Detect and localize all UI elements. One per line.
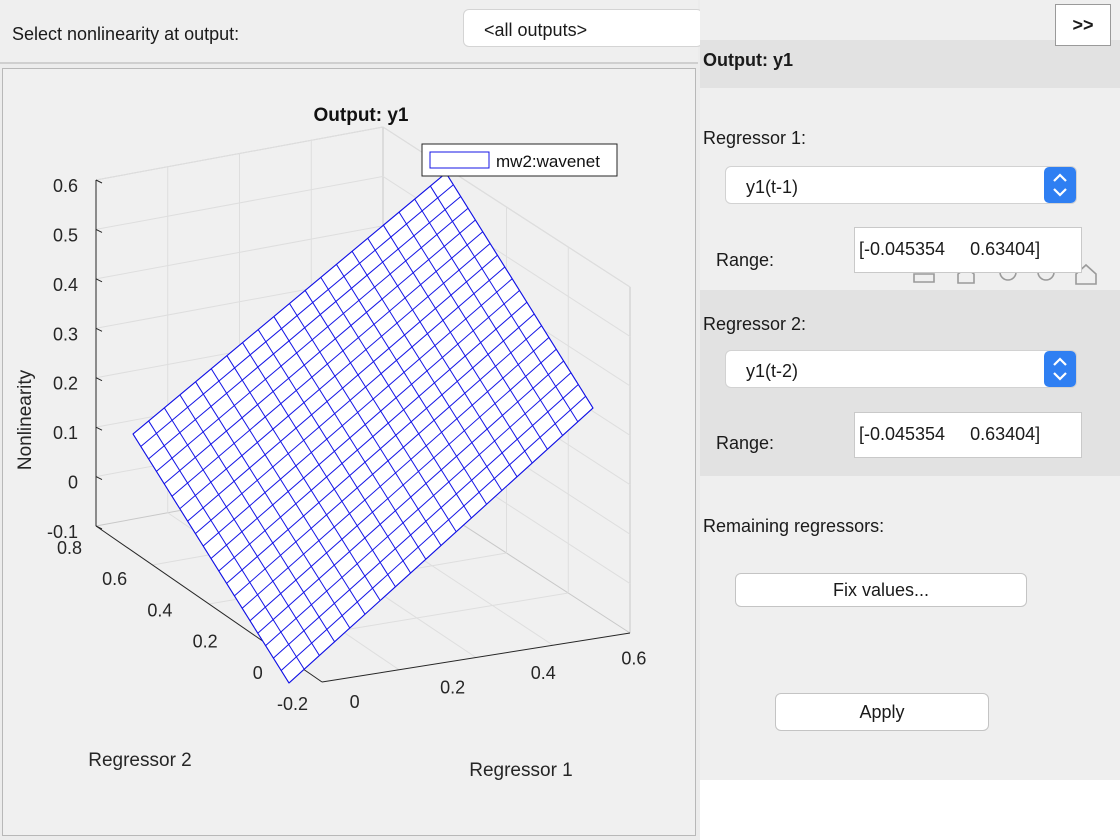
side-panel-footer [700,780,1120,840]
mesh-line [320,277,472,519]
nonlinearity-surface-plot[interactable]: -0.1 0 0.1 0.2 0.3 0.4 0.5 0.6 -0.2 0 0.2 0.4 0.6 0.8… [0,68,698,838]
mesh-line [265,372,572,647]
mesh-line [218,301,528,572]
mesh-line [249,348,557,622]
y-tick-label: 0.2 [193,632,218,652]
z-tick-mark [95,278,103,283]
x-axis-label: Regressor 1 [469,760,573,781]
z-tick-label: 0.3 [53,324,78,344]
regressor1-label: Regressor 1: [703,128,807,148]
mesh-line [234,325,542,597]
output-header [700,40,1120,88]
plot-title: Output: y1 [314,105,409,126]
legend-entry: mw2:wavenet [496,152,600,171]
remaining-regressors-label: Remaining regressors: [703,516,885,536]
mesh-line [273,384,579,659]
mesh-line [367,237,518,478]
x-tick-label: 0.6 [621,649,646,669]
output-select[interactable]: <all outputs> [463,9,703,47]
z-tick-label: 0.5 [53,225,78,245]
mesh-line [382,224,533,464]
z-tick-label: 0.1 [53,423,78,443]
axes-lines [95,179,631,683]
z-tick-label: 0.2 [53,374,78,394]
mesh-line [445,172,594,409]
apply-button[interactable]: Apply [775,693,989,731]
regressor1-select[interactable]: y1(t-1) [725,166,1077,204]
surface-mesh [132,172,594,684]
z-tick-label: -0.1 [47,522,78,542]
x-tick-label: 0.2 [440,677,465,697]
z-tick-mark [95,179,103,184]
regressor2-range-label: Range: [716,433,775,453]
select-output-label: Select nonlinearity at output: [12,24,240,44]
regressor1-value: y1(t-1) [746,177,799,197]
mesh-line [304,290,457,533]
y-tick-label: -0.2 [277,694,308,714]
z-tick-mark [95,525,103,530]
chevron-updown-icon [1044,351,1076,387]
y-tick-label: 0 [253,663,263,683]
chevron-updown-icon [1044,167,1076,203]
mesh-line [429,185,579,423]
home-icon[interactable] [1075,263,1097,285]
mesh-line [210,290,520,559]
regressor2-select[interactable]: y1(t-2) [725,350,1077,388]
regressor1-range-label: Range: [716,250,775,270]
mesh-line [226,313,535,584]
z-tick-label: 0 [68,473,78,493]
regressor2-label: Regressor 2: [703,314,807,334]
fix-values-button[interactable]: Fix values... [735,573,1027,607]
x-tick-label: 0 [350,692,360,712]
z-tick-mark [95,327,103,332]
tick-labels: -0.1 0 0.1 0.2 0.3 0.4 0.5 0.6 -0.2 0 0.2 0.4 0.6 0.8… [47,176,646,714]
mesh-line [241,337,550,609]
regressor2-range-field[interactable]: [-0.045354 0.63404] [854,412,1082,458]
expand-button[interactable]: >> [1055,4,1111,46]
y-axis-label: Regressor 2 [88,750,192,771]
export-icon[interactable] [913,273,935,283]
mesh-line [280,395,586,671]
mesh-line [351,251,503,491]
mesh-line [257,360,564,634]
z-tick-label: 0.6 [53,176,78,196]
mesh-line [414,198,564,436]
z-tick-mark [95,377,103,382]
regressor2-value: y1(t-2) [746,361,799,381]
mesh-line [398,211,548,450]
legend[interactable]: mw2:wavenet [421,143,618,177]
z-tick-label: 0.4 [53,275,78,295]
mesh-line [336,264,488,505]
y-tick-label: 0.8 [57,538,82,558]
y-tick-label: 0.4 [147,600,172,620]
output-header-label: Output: y1 [703,50,793,70]
x-axis-line [321,632,631,683]
y-tick-label: 0.6 [102,569,127,589]
z-tick-mark [95,476,103,481]
z-tick-mark [95,228,103,233]
surface-fill [132,172,594,684]
z-tick-mark [95,426,103,431]
mesh-line [288,407,594,684]
z-axis-label: Nonlinearity [15,369,36,470]
x-tick-label: 0.4 [531,663,556,683]
regressor1-range-field[interactable]: [-0.045354 0.63404] [854,227,1082,273]
legend-swatch [429,151,490,169]
